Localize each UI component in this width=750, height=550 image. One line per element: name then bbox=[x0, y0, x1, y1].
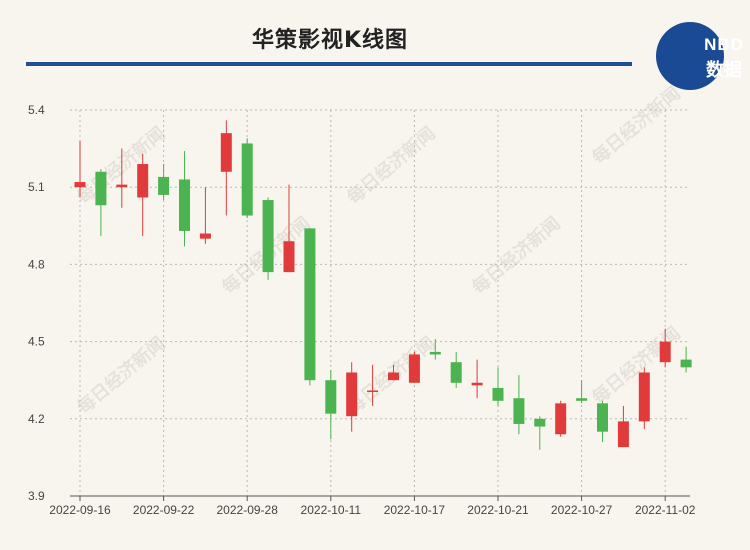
watermark-text: 每日经济新闻 bbox=[73, 122, 170, 208]
candle-body bbox=[283, 241, 295, 273]
candle bbox=[199, 187, 211, 244]
candle bbox=[262, 197, 274, 280]
x-tick-label: 2022-11-02 bbox=[635, 503, 696, 517]
x-tick-label: 2022-10-11 bbox=[301, 503, 362, 517]
candle bbox=[659, 328, 671, 368]
candle bbox=[325, 369, 337, 440]
candle bbox=[116, 148, 128, 208]
candle-body bbox=[638, 372, 650, 422]
candle bbox=[74, 140, 86, 198]
candle bbox=[597, 400, 608, 442]
x-tick-label: 2022-09-28 bbox=[217, 503, 279, 517]
candle-body bbox=[597, 403, 608, 432]
candle bbox=[179, 151, 190, 247]
candle bbox=[158, 164, 170, 201]
candle-body bbox=[158, 176, 170, 195]
candle-body bbox=[241, 143, 253, 216]
candle bbox=[220, 120, 232, 216]
candle-body bbox=[429, 351, 441, 355]
watermark-text: 每日经济新闻 bbox=[468, 212, 565, 298]
candle-body bbox=[534, 418, 546, 427]
candle-body bbox=[137, 164, 149, 198]
y-tick-label: 4.5 bbox=[28, 335, 45, 349]
candle-body bbox=[262, 200, 274, 273]
watermark-text: 每日经济新闻 bbox=[588, 322, 685, 408]
candle-body bbox=[408, 354, 420, 383]
candle bbox=[617, 405, 629, 448]
candle bbox=[304, 228, 316, 386]
candle-body bbox=[346, 372, 358, 417]
candle-body bbox=[325, 380, 337, 414]
candle bbox=[429, 339, 441, 360]
x-tick-label: 2022-10-27 bbox=[551, 503, 613, 517]
candle-body bbox=[617, 421, 629, 448]
candle-body bbox=[492, 387, 504, 401]
title-underline bbox=[26, 62, 632, 66]
candle bbox=[638, 367, 650, 430]
y-tick-label: 3.9 bbox=[28, 489, 45, 503]
candle bbox=[492, 367, 504, 406]
candle-body bbox=[95, 171, 107, 206]
candle bbox=[576, 380, 588, 404]
candle-body bbox=[576, 398, 588, 401]
candle-body bbox=[74, 182, 86, 188]
y-tick-label: 4.8 bbox=[28, 257, 45, 271]
watermark-text: 每日经济新闻 bbox=[343, 122, 440, 208]
candle-body bbox=[220, 133, 232, 172]
candle-body bbox=[555, 403, 567, 435]
candle-body bbox=[680, 359, 692, 368]
candle bbox=[450, 351, 462, 388]
candle-body bbox=[659, 341, 671, 363]
y-tick-label: 4.2 bbox=[28, 412, 45, 426]
candle-body bbox=[179, 179, 190, 231]
candle bbox=[367, 364, 379, 406]
candles-layer bbox=[74, 120, 692, 450]
axes-layer: 3.9 4.2 4.5 4.8 5.1 5.4 2022-09-16 2022-09-22 20… bbox=[28, 103, 696, 517]
candle-body bbox=[513, 398, 525, 424]
candle-body bbox=[304, 228, 316, 381]
candle bbox=[95, 169, 107, 237]
chart-title: 华策影视K线图 bbox=[251, 28, 409, 53]
x-tick-label: 2022-10-17 bbox=[384, 503, 446, 517]
candle bbox=[680, 346, 692, 373]
candle-body bbox=[199, 233, 211, 239]
candle-body bbox=[367, 390, 379, 392]
watermark-text: 每日经济新闻 bbox=[588, 82, 685, 168]
nbd-logo: NBD 数据 bbox=[656, 22, 743, 90]
logo-text-nbd: NBD bbox=[704, 35, 744, 54]
candle-body bbox=[388, 372, 399, 381]
candle bbox=[283, 184, 295, 273]
candle bbox=[534, 416, 546, 450]
candle bbox=[241, 138, 253, 219]
logo-text-data: 数据 bbox=[706, 60, 742, 81]
candle bbox=[346, 362, 358, 432]
candle bbox=[137, 153, 149, 237]
candle-body bbox=[471, 382, 483, 386]
x-tick-label: 2022-09-16 bbox=[49, 503, 111, 517]
candle bbox=[471, 359, 483, 399]
candle bbox=[555, 400, 567, 437]
candle bbox=[513, 375, 525, 435]
watermark-text: 每日经济新闻 bbox=[73, 332, 170, 418]
candle-body bbox=[450, 362, 462, 383]
candle-body bbox=[116, 184, 128, 188]
candle bbox=[388, 364, 399, 381]
candle bbox=[408, 351, 420, 383]
y-tick-label: 5.1 bbox=[28, 180, 45, 194]
y-tick-label: 5.4 bbox=[28, 103, 45, 117]
x-tick-label: 2022-10-21 bbox=[467, 503, 529, 517]
x-tick-label: 2022-09-22 bbox=[133, 503, 195, 517]
